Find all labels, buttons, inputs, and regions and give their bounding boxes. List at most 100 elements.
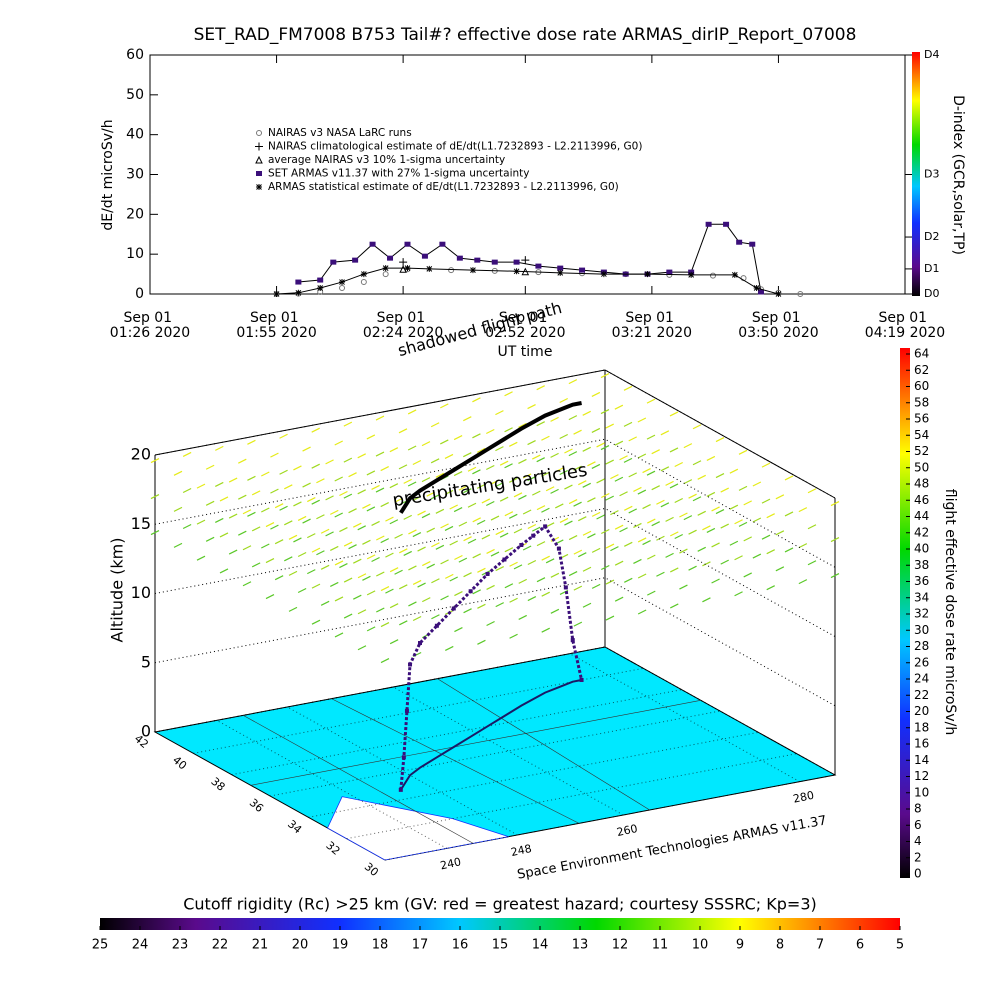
particle-dash — [734, 555, 743, 561]
particle-dash — [366, 554, 376, 560]
top-track — [399, 401, 582, 514]
particle-dash — [481, 534, 491, 540]
particle-dash — [279, 505, 288, 511]
particle-dash — [637, 489, 647, 495]
legend-marker — [255, 142, 263, 151]
z-tick-label: 15 — [131, 514, 151, 533]
particle-dash — [624, 505, 633, 511]
particle-dash — [228, 549, 238, 555]
particle-dash — [651, 449, 660, 455]
particle-dash — [545, 522, 555, 528]
colorbar-tick-label: 20 — [914, 704, 929, 718]
particle-dash — [445, 645, 454, 651]
particle-dash — [380, 538, 389, 544]
particle-dash — [288, 534, 298, 540]
particle-dash — [642, 504, 651, 510]
particle-dash — [366, 434, 376, 440]
particle-dash — [311, 583, 321, 589]
particle-dash — [646, 470, 656, 476]
marker — [775, 291, 782, 297]
particle-dash — [578, 480, 587, 486]
particle-dash — [380, 466, 389, 472]
particle-dash — [499, 532, 509, 538]
particle-dash — [669, 483, 679, 489]
particle-dash — [357, 489, 366, 495]
particle-dash — [182, 451, 192, 458]
particle-dash — [293, 465, 302, 471]
particle-dash — [527, 595, 537, 602]
marker — [426, 265, 433, 272]
particle-dash — [573, 585, 583, 591]
marker — [644, 271, 651, 278]
particle-dash — [532, 490, 541, 496]
particle-dash — [215, 481, 224, 487]
colorbar-tick-label: 8 — [914, 802, 922, 816]
x-axis-label: UT time — [498, 344, 553, 360]
particle-dash — [343, 421, 353, 427]
particle-dash — [261, 507, 270, 513]
particle-dash — [587, 461, 596, 467]
legend-label: NAIRAS v3 NASA LaRC runs — [268, 127, 412, 139]
particle-dash — [697, 546, 706, 552]
dose-colorbar — [900, 348, 910, 878]
particle-dash — [279, 469, 288, 475]
flight-point — [579, 678, 584, 682]
particle-dash — [334, 632, 344, 638]
particle-dash — [628, 508, 637, 514]
particle-dash — [467, 538, 477, 544]
marker — [339, 285, 346, 292]
particle-dash — [334, 476, 343, 482]
lat-tick-label: 34 — [285, 817, 304, 836]
particle-dash — [775, 566, 785, 572]
particle-dash — [330, 581, 339, 587]
particle-dash — [417, 546, 426, 552]
particle-dash — [357, 609, 367, 615]
y-tick-label: 30 — [126, 167, 144, 183]
series — [255, 142, 530, 267]
particle-dash — [431, 614, 440, 620]
particle-dash — [784, 547, 794, 553]
particle-dash — [476, 483, 486, 489]
x-tick-label: Sep 01 03:21 2020 — [612, 310, 692, 341]
particle-dash — [320, 600, 330, 606]
particle-dash — [509, 513, 518, 519]
particle-dash — [692, 460, 702, 466]
colorbar-tick-label: 15 — [492, 938, 509, 953]
particle-dash — [628, 436, 637, 442]
lon-tick-label: 280 — [792, 789, 815, 806]
particle-dash — [477, 639, 486, 645]
particle-dash — [362, 539, 371, 545]
particle-dash — [297, 551, 307, 558]
particle-dash — [265, 522, 275, 528]
particle-dash — [761, 498, 771, 504]
particle-dash — [422, 561, 431, 567]
particle-dash — [623, 385, 633, 391]
particle-dash — [545, 558, 555, 564]
particle-dash — [490, 515, 500, 521]
particle-dash — [660, 430, 670, 436]
particle-dash — [541, 591, 550, 597]
particle-dash — [467, 466, 477, 472]
particle-dash — [477, 567, 486, 573]
particle-dash — [417, 510, 426, 516]
particle-dash — [412, 615, 422, 622]
particle-dash — [692, 496, 702, 502]
particle-dash — [766, 585, 775, 591]
particle-dash — [284, 556, 293, 562]
particle-dash — [504, 391, 513, 397]
particle-dash — [766, 513, 775, 519]
particle-dash — [536, 577, 546, 583]
particle-dash — [357, 453, 366, 459]
particle-dash — [683, 479, 693, 485]
particle-dash — [357, 525, 366, 531]
particle-dash — [196, 483, 206, 489]
particle-dash — [679, 548, 688, 554]
colorbar-tick-label: 16 — [914, 737, 929, 751]
particle-dash — [389, 447, 399, 453]
particle-dash — [472, 517, 481, 523]
colorbar-label: Cutoff rigidity (Rc) >25 km (GV: red = g… — [183, 895, 817, 914]
particle-dash — [311, 499, 320, 505]
particle-dash — [476, 447, 486, 453]
particle-dash — [807, 524, 817, 530]
